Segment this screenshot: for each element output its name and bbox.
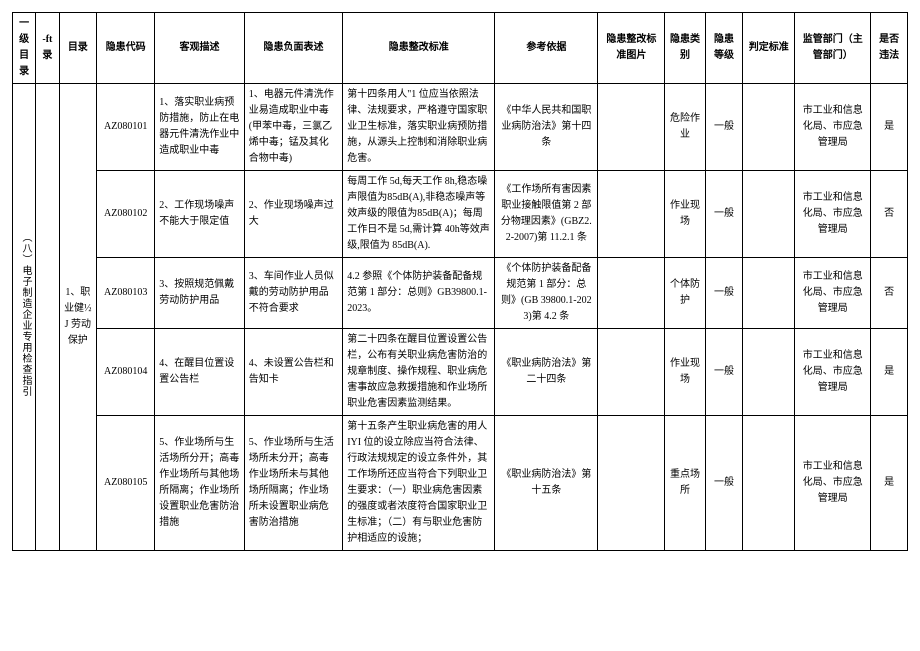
cell-law: 是 [871,329,908,416]
cell-neg: 5、作业场所与生活场所未分开；高毒作业场所未与其他场所隔离；作业场所未设置职业病… [244,416,342,551]
cell-neg: 3、车间作业人员似戴的劳动防护用品不符合要求 [244,258,342,329]
cell-cat: 作业现场 [665,329,705,416]
cell-judge [743,416,795,551]
cell-code: AZ080102 [97,171,155,258]
cell-code: AZ080103 [97,258,155,329]
cell-std: 4.2 参照《个体防护装备配备规范第 1 部分：总则》GB39800.1-202… [343,258,495,329]
cell-desc: 1、落实职业病预防措施，防止在电器元件清洗作业中造成职业中毒 [155,84,245,171]
col-dept: 监管部门（主管部门） [795,13,871,84]
table-row: AZ0801055、作业场所与生活场所分开；高毒作业场所与其他场所隔离；作业场所… [13,416,908,551]
header-row: 一级目录 -ft录 目录 隐患代码 客观描述 隐患负面表述 隐患整改标准 参考依… [13,13,908,84]
cell-law: 是 [871,416,908,551]
col-ref: 参考依据 [495,13,598,84]
cell-std: 第十四条用人"1 位应当依照法律、法规要求，严格遵守国家职业卫生标准，落实职业病… [343,84,495,171]
col-neg: 隐患负面表述 [244,13,342,84]
cell-ref: 《工作场所有害因素职业接触限值第 2 部分物理因素》(GBZ2.2-2007)第… [495,171,598,258]
col-code: 隐患代码 [97,13,155,84]
cell-code: AZ080101 [97,84,155,171]
level2-cell [36,84,59,551]
cell-neg: 1、电器元件清洗作业易造成职业中毒(甲苯中毒，三氯乙烯中毒；锰及其化合物中毒) [244,84,342,171]
cell-img [598,171,665,258]
table-row: （八）电子制造企业专用检查指引1、职业健½J 劳动保护AZ0801011、落实职… [13,84,908,171]
cell-cat: 危险作业 [665,84,705,171]
cell-desc: 4、在醒目位置设置公告栏 [155,329,245,416]
cell-judge [743,84,795,171]
table-body: （八）电子制造企业专用检查指引 1、职业健½J 劳动保护AZ0801011、落实职… [13,84,908,551]
cell-dept: 市工业和信息化局、市应急管理局 [795,171,871,258]
cell-img [598,258,665,329]
col-ft: -ft录 [36,13,59,84]
cell-dept: 市工业和信息化局、市应急管理局 [795,84,871,171]
table-row: AZ0801022、工作现场噪声不能大于限定值2、作业现场噪声过大每周工作 5d… [13,171,908,258]
cell-std: 第二十四条在醒目位置设置公告栏，公布有关职业病危害防治的规章制度、操作规程、职业… [343,329,495,416]
cell-dept: 市工业和信息化局、市应急管理局 [795,258,871,329]
table-row: AZ0801033、按照规范佩戴劳动防护用品3、车间作业人员似戴的劳动防护用品不… [13,258,908,329]
col-std: 隐患整改标准 [343,13,495,84]
col-level3-blank: 目录 [59,13,97,84]
col-level1: 一级目录 [13,13,36,84]
level1-cell: （八）电子制造企业专用检查指引 [13,84,36,551]
cell-desc: 3、按照规范佩戴劳动防护用品 [155,258,245,329]
cell-std: 每周工作 5d,每天工作 8h,稳态噪声限值为85dB(A),非稳态噪声等效声级… [343,171,495,258]
cell-img [598,329,665,416]
cell-std: 第十五条产生职业病危害的用人 IYI 位的设立除应当符合法律、行政法规规定的设立… [343,416,495,551]
col-cat: 隐患类别 [665,13,705,84]
cell-neg: 4、未设置公告栏和告知卡 [244,329,342,416]
cell-cat: 重点场所 [665,416,705,551]
cell-ref: 《职业病防治法》第二十四条 [495,329,598,416]
cell-img [598,416,665,551]
cell-ref: 《个体防护装备配备规范第 1 部分：总则》(GB 39800.1-2023)第 … [495,258,598,329]
cell-dept: 市工业和信息化局、市应急管理局 [795,416,871,551]
col-law: 是否违法 [871,13,908,84]
cell-judge [743,171,795,258]
cell-cat: 作业现场 [665,171,705,258]
inspection-table: 一级目录 -ft录 目录 隐患代码 客观描述 隐患负面表述 隐患整改标准 参考依… [12,12,908,551]
cell-code: AZ080105 [97,416,155,551]
cell-desc: 5、作业场所与生活场所分开；高毒作业场所与其他场所隔离；作业场所设置职业危害防治… [155,416,245,551]
cell-judge [743,329,795,416]
cell-ref: 《中华人民共和国职业病防治法》第十四条 [495,84,598,171]
col-judge: 判定标准 [743,13,795,84]
cell-lvl: 一般 [705,171,743,258]
col-desc: 客观描述 [155,13,245,84]
cell-neg: 2、作业现场噪声过大 [244,171,342,258]
level3-cell: 1、职业健½J 劳动保护 [59,84,97,551]
cell-desc: 2、工作现场噪声不能大于限定值 [155,171,245,258]
cell-law: 是 [871,84,908,171]
cell-judge [743,258,795,329]
table-row: AZ0801044、在醒目位置设置公告栏4、未设置公告栏和告知卡第二十四条在醒目… [13,329,908,416]
cell-cat: 个体防护 [665,258,705,329]
cell-code: AZ080104 [97,329,155,416]
cell-law: 否 [871,171,908,258]
cell-ref: 《职业病防治法》第十五条 [495,416,598,551]
col-img: 隐患整改标准图片 [598,13,665,84]
cell-lvl: 一般 [705,329,743,416]
col-lvl: 隐患等级 [705,13,743,84]
cell-lvl: 一般 [705,416,743,551]
cell-law: 否 [871,258,908,329]
cell-lvl: 一般 [705,258,743,329]
cell-lvl: 一般 [705,84,743,171]
cell-img [598,84,665,171]
cell-dept: 市工业和信息化局、市应急管理局 [795,329,871,416]
